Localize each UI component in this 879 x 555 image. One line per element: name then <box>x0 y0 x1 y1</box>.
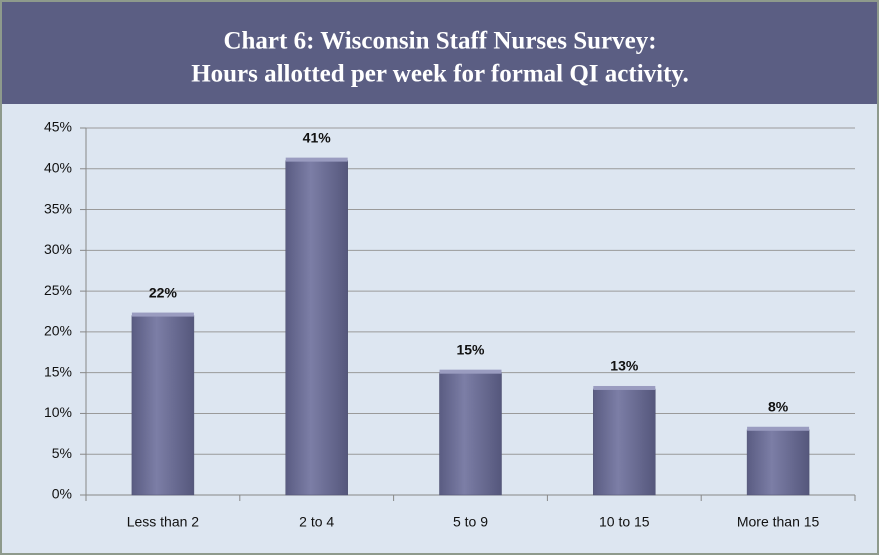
x-tick-label: Less than 2 <box>127 514 200 530</box>
bar-top <box>131 312 194 317</box>
y-tick-label: 0% <box>52 486 72 502</box>
y-tick-label: 45% <box>44 119 72 135</box>
x-tick-label: 5 to 9 <box>453 514 488 530</box>
bar-top <box>439 369 502 374</box>
y-tick-label: 20% <box>44 323 72 339</box>
y-tick-label: 30% <box>44 241 72 257</box>
bar <box>131 315 195 496</box>
x-tick-label: 2 to 4 <box>299 514 334 530</box>
bar-top <box>285 157 348 162</box>
x-tick-label: 10 to 15 <box>599 514 650 530</box>
y-tick-label: 25% <box>44 282 72 298</box>
bar-top <box>593 385 656 390</box>
value-label: 41% <box>303 129 332 145</box>
value-label: 22% <box>149 284 178 300</box>
chart-title: Hours allotted per week for formal QI ac… <box>191 61 689 88</box>
bar-top <box>747 426 810 431</box>
bar <box>285 160 348 496</box>
y-tick-label: 15% <box>44 363 72 379</box>
header <box>2 2 877 104</box>
y-tick-label: 35% <box>44 200 72 216</box>
y-tick-label: 5% <box>52 445 72 461</box>
bar <box>593 388 656 496</box>
y-tick-label: 10% <box>44 404 72 420</box>
chart-title: Chart 6: Wisconsin Staff Nurses Survey: <box>223 28 656 55</box>
value-label: 8% <box>768 398 789 414</box>
y-tick-label: 40% <box>44 159 72 175</box>
bar <box>439 372 502 496</box>
value-label: 13% <box>610 358 639 374</box>
bar <box>746 429 810 496</box>
x-tick-label: More than 15 <box>737 514 820 530</box>
value-label: 15% <box>456 341 485 357</box>
